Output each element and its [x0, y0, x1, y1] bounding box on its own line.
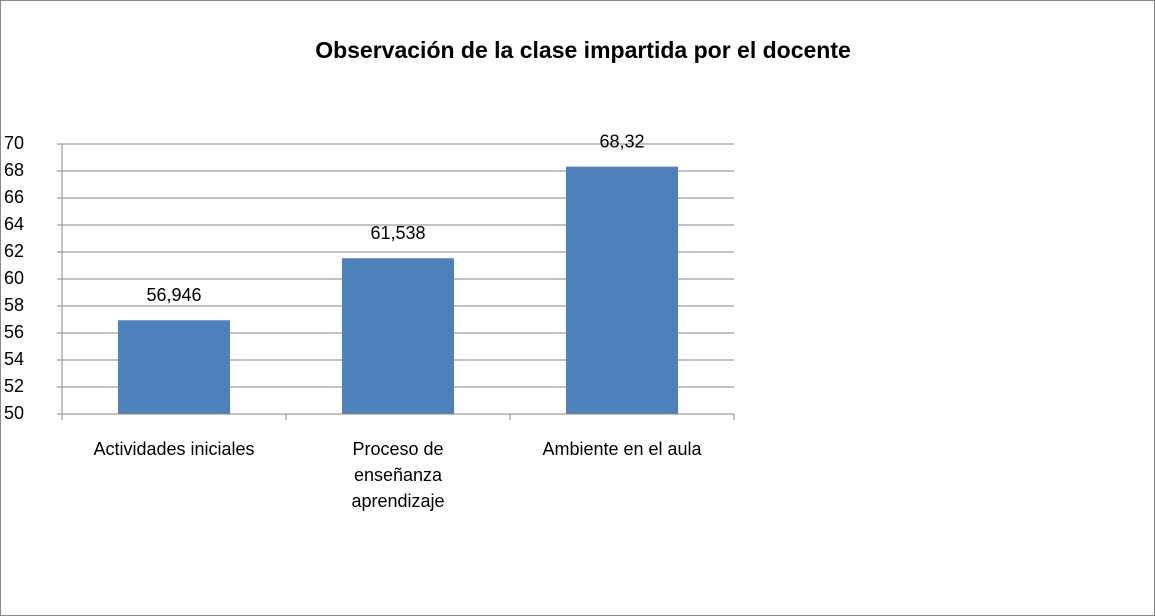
chart-title: Observación de la clase impartida por el…	[315, 37, 851, 63]
y-tick-label: 64	[4, 214, 24, 234]
x-tick-label: Proceso de enseñanza aprendizaje	[351, 439, 445, 511]
bar	[342, 258, 454, 414]
y-tick-label: 56	[4, 322, 24, 342]
bar	[118, 320, 230, 414]
data-label: 68,32	[599, 131, 644, 151]
data-label: 61,538	[370, 223, 425, 243]
y-tick-label: 66	[4, 187, 24, 207]
y-tick-label: 58	[4, 295, 24, 315]
y-tick-label: 52	[4, 376, 24, 396]
y-tick-label: 68	[4, 160, 24, 180]
data-label: 56,946	[146, 285, 201, 305]
y-tick-label: 54	[4, 349, 24, 369]
y-tick-label: 62	[4, 241, 24, 261]
y-tick-label: 50	[4, 403, 24, 423]
y-tick-label: 70	[4, 133, 24, 153]
x-tick-label: Actividades iniciales	[93, 439, 255, 459]
x-tick-label: Ambiente en el aula	[542, 439, 702, 459]
bar	[566, 166, 678, 414]
y-tick-label: 60	[4, 268, 24, 288]
